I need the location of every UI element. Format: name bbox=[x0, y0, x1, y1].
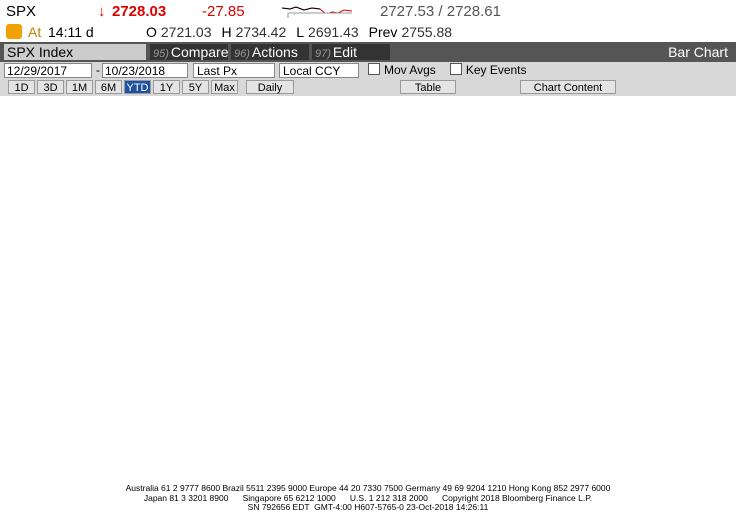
menus: 95) Compare 96) Actions 97) Edit bbox=[150, 44, 393, 62]
plot-area bbox=[287, 12, 352, 18]
field[interactable]: Last Px bbox=[193, 63, 275, 78]
checkbox[interactable] bbox=[368, 63, 380, 75]
menu[interactable]: 97) Edit bbox=[312, 44, 390, 60]
ticker: SPX bbox=[6, 3, 37, 20]
menu-label: Actions bbox=[251, 44, 298, 60]
change: -27.85 bbox=[202, 3, 245, 20]
period-button[interactable]: 6M bbox=[95, 80, 122, 94]
ohlc-label: L bbox=[296, 24, 305, 40]
period-button[interactable]: 1Y bbox=[153, 80, 180, 94]
ohlc-value: 2755.88 bbox=[401, 24, 453, 40]
period-button[interactable]: YTD bbox=[124, 80, 151, 94]
ohlc: O 2721.03 H 2734.42 L 2691.43 Prev 2755.88 bbox=[146, 24, 462, 40]
menu-label: Edit bbox=[332, 44, 358, 60]
menu-num: 96) bbox=[234, 48, 250, 60]
icon bbox=[6, 24, 22, 39]
period-button[interactable]: 5Y bbox=[182, 80, 209, 94]
menu-label: Compare bbox=[170, 44, 229, 60]
period-button[interactable]: 1D bbox=[8, 80, 35, 94]
footer-line: Japan 81 3 3201 8900 Singapore 65 6212 1… bbox=[143, 492, 593, 503]
settings-row: 12/29/2017 - 10/23/2018 Last Px Local CC… bbox=[0, 62, 736, 79]
footer: Australia 61 2 9777 8600 Brazil 5511 239… bbox=[0, 483, 736, 513]
table-button[interactable]: Table bbox=[400, 80, 456, 94]
frequency[interactable]: Daily bbox=[246, 80, 294, 94]
end-date[interactable]: 10/23/2018 bbox=[102, 63, 188, 78]
footer-line: SN 792656 EDT GMT-4:00 H607-5765-0 23-Oc… bbox=[247, 502, 489, 512]
session-row: At 14:11 d O 2721.03 H 2734.42 L 2691.43 Prev 2… bbox=[0, 22, 736, 42]
ohlc-label: O bbox=[146, 24, 157, 40]
arrow: ↓ bbox=[98, 3, 106, 20]
time: 14:11 d bbox=[48, 24, 94, 40]
ohlc-label: Prev bbox=[368, 24, 398, 40]
ohlc-value: 2691.43 bbox=[308, 24, 359, 40]
bid-ask: 2727.53 / 2728.61 bbox=[380, 3, 501, 20]
sparkline: 2500255026002650270027502800285029002950… bbox=[282, 6, 352, 18]
ohlc-value: 2721.03 bbox=[160, 24, 212, 40]
footer-line: Australia 61 2 9777 8600 Brazil 5511 239… bbox=[125, 483, 611, 493]
start-date[interactable]: 12/29/2017 bbox=[4, 63, 92, 78]
ohlc-value: 2734.42 bbox=[235, 24, 287, 40]
at: At bbox=[28, 24, 42, 40]
period-button[interactable]: 3D bbox=[37, 80, 64, 94]
date-sep: - bbox=[96, 63, 100, 77]
check-label: Mov Avgs bbox=[384, 63, 436, 77]
menu[interactable]: 96) Actions bbox=[231, 44, 309, 60]
quote-row: SPX ↓ 2728.03 -27.85 2500255026002650270… bbox=[0, 0, 736, 22]
period-row: Daily Table Chart Content 1D 3D 1M 6M YTD 1Y 5… bbox=[0, 79, 736, 96]
menu-num: 97) bbox=[315, 48, 331, 60]
check-label: Key Events bbox=[465, 63, 527, 77]
content-button[interactable]: Chart Content bbox=[520, 80, 616, 94]
last-price: 2728.03 bbox=[112, 3, 167, 20]
ohlc-label: H bbox=[221, 24, 232, 40]
toolbar: SPX Index 95) Compare 96) Actions 97) Edit Ba… bbox=[0, 42, 736, 62]
security[interactable]: SPX Index bbox=[4, 44, 146, 60]
currency[interactable]: Local CCY bbox=[279, 63, 359, 78]
checkbox[interactable] bbox=[449, 63, 462, 75]
period-button[interactable]: 1M bbox=[66, 80, 93, 94]
chart bbox=[0, 96, 736, 484]
view: Bar Chart bbox=[668, 44, 728, 60]
checks: Mov Avgs Key Events bbox=[364, 63, 537, 77]
menu-num: 95) bbox=[153, 48, 169, 60]
menu[interactable]: 95) Compare bbox=[150, 44, 229, 60]
period-button[interactable]: Max bbox=[211, 80, 238, 94]
